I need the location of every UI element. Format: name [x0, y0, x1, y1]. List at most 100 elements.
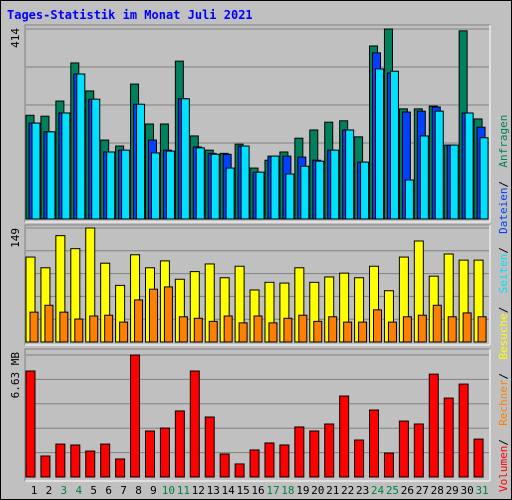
- bar: [193, 317, 203, 343]
- bar: [25, 370, 36, 478]
- bar: [240, 145, 250, 220]
- bar: [174, 410, 185, 478]
- bar: [46, 131, 56, 220]
- bar: [238, 322, 248, 343]
- y-tick-label: 414: [9, 28, 22, 48]
- x-tick-label: 24: [371, 484, 385, 497]
- bar: [44, 304, 54, 343]
- bar: [464, 112, 474, 220]
- bar: [31, 122, 41, 220]
- x-tick-label: 17: [266, 484, 279, 497]
- x-tick-label: 26: [401, 484, 414, 497]
- bar: [210, 153, 220, 220]
- bar: [447, 316, 457, 343]
- legend-separator: /: [497, 373, 510, 380]
- x-tick-label: 3: [61, 484, 68, 497]
- bar: [255, 171, 265, 220]
- x-tick-label: 18: [281, 484, 294, 497]
- legend-entry: Dateien: [497, 187, 510, 233]
- bar: [91, 98, 101, 220]
- bar: [324, 423, 335, 478]
- bar: [449, 144, 459, 220]
- bar: [253, 315, 263, 343]
- bar: [70, 444, 81, 478]
- bar: [119, 321, 129, 343]
- bar: [402, 316, 412, 343]
- bar: [279, 444, 290, 478]
- bar: [375, 68, 385, 220]
- bar: [413, 423, 424, 478]
- bar: [313, 320, 323, 343]
- bar: [330, 149, 340, 220]
- bar: [85, 450, 96, 478]
- bar: [100, 443, 111, 478]
- bar: [159, 427, 170, 478]
- bar: [458, 383, 469, 478]
- bar: [180, 98, 190, 220]
- bar: [189, 370, 200, 478]
- x-tick-label: 21: [326, 484, 339, 497]
- bar: [264, 442, 275, 478]
- bar: [473, 438, 484, 478]
- bar: [163, 286, 173, 343]
- bar: [343, 321, 353, 343]
- x-tick-label: 31: [475, 484, 488, 497]
- bar: [358, 321, 368, 343]
- y-tick-label: 149: [9, 228, 22, 248]
- bar: [285, 173, 295, 220]
- bar: [130, 354, 141, 478]
- x-tick-label: 23: [356, 484, 369, 497]
- bar: [150, 152, 160, 220]
- x-tick-label: 6: [105, 484, 112, 497]
- x-tick-label: 20: [311, 484, 324, 497]
- legend-entry: Volumen: [497, 446, 510, 492]
- bar: [29, 311, 39, 343]
- bar: [383, 452, 394, 478]
- bar: [309, 430, 320, 478]
- bar: [479, 137, 489, 220]
- bar: [165, 150, 175, 220]
- x-tick-label: 15: [236, 484, 249, 497]
- bar: [328, 316, 338, 343]
- x-tick-label: 19: [296, 484, 309, 497]
- x-tick-label: 22: [341, 484, 354, 497]
- x-tick-label: 10: [162, 484, 175, 497]
- bar: [417, 314, 427, 343]
- bar: [369, 409, 380, 478]
- x-tick-label: 5: [90, 484, 97, 497]
- legend-separator: /: [497, 307, 510, 314]
- bar: [373, 309, 383, 343]
- x-tick-label: 27: [416, 484, 429, 497]
- x-tick-label: 9: [150, 484, 157, 497]
- bar: [106, 151, 116, 220]
- bar: [76, 73, 86, 220]
- bar: [315, 160, 325, 220]
- bar: [419, 135, 429, 220]
- bar: [59, 311, 69, 343]
- bar: [404, 179, 414, 220]
- bar: [443, 397, 454, 478]
- legend-separator: /: [497, 439, 510, 446]
- bar: [298, 314, 308, 343]
- x-tick-label: 1: [31, 484, 38, 497]
- x-tick-label: 7: [120, 484, 127, 497]
- bar: [115, 458, 126, 478]
- x-tick-label: 2: [46, 484, 53, 497]
- bar: [89, 315, 99, 343]
- bar: [249, 449, 260, 478]
- bar: [345, 129, 355, 220]
- x-tick-label: 4: [75, 484, 82, 497]
- bar: [300, 165, 310, 220]
- bar: [225, 167, 235, 220]
- bar: [204, 416, 215, 478]
- bar: [223, 315, 233, 343]
- x-tick-label: 8: [135, 484, 142, 497]
- x-tick-label: 14: [222, 484, 236, 497]
- bar: [104, 314, 114, 343]
- legend-entry: Rechner: [497, 379, 510, 426]
- bar: [144, 430, 155, 478]
- bar: [432, 304, 442, 343]
- x-tick-label: 25: [386, 484, 399, 497]
- legend-entry: Anfragen: [497, 115, 510, 168]
